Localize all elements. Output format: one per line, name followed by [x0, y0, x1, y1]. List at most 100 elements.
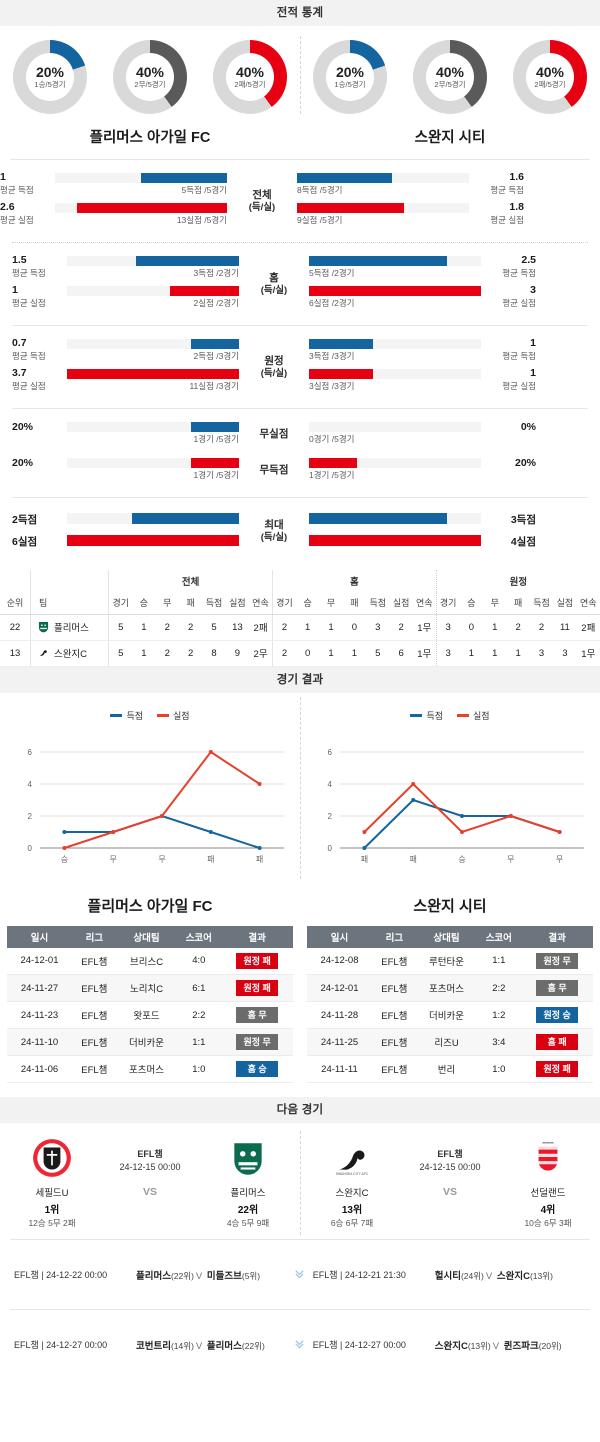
chevron-down-icon[interactable]: [291, 1338, 308, 1352]
cmp-left-side: 2득점: [12, 509, 239, 531]
standings-group-header-row: 전체 홈 원정: [0, 570, 600, 592]
y-tick-label: 0: [328, 844, 333, 853]
chevron-down-icon[interactable]: [291, 1268, 308, 1282]
win-donut: 20% 1승/5경기: [313, 40, 387, 114]
x-tick-label: 무: [556, 855, 563, 864]
plymouth-crest: [37, 620, 50, 633]
home-chart-legend: 득점 실점: [0, 699, 300, 724]
table-row[interactable]: 24-11-06 EFL챔 포츠머스 1:0 홈 승: [7, 1055, 293, 1083]
stat-block: 6실점: [12, 531, 239, 553]
team-name-row: 플리머스 아가일 FC 스완지 시티: [0, 118, 600, 159]
stat-cell: 3: [529, 640, 554, 667]
table-row[interactable]: 24-12-01 EFL챔 포츠머스 2:2 홈 무: [307, 974, 593, 1002]
donut-center: 40% 2패/5경기: [226, 53, 274, 101]
table-row[interactable]: 24-11-25 EFL챔 리즈U 3:4 홈 패: [307, 1028, 593, 1056]
table-row[interactable]: 24-11-27 EFL챔 노리치C 6:1 원정 패: [7, 974, 293, 1002]
col-header: 연속: [412, 592, 437, 615]
match-result-cell: 홈 무: [221, 1001, 293, 1029]
home-chart-col: 득점 실점 0 2 4 6 승 무 무 패 패: [0, 699, 300, 879]
compare-rows: 1.5 평균 득점 3득점 /2경기 1 평균 실점 2실점 /2경기 홈 (득…: [12, 251, 588, 317]
match-result-cell: 홈 승: [221, 1055, 293, 1083]
next-away-team[interactable]: 플리머스 22위 4승 5무 9패: [196, 1137, 300, 1229]
fixture-right[interactable]: EFL챔 | 24-12-27 00:00 스완지C(13위) V 퀸즈파크(20…: [309, 1338, 590, 1352]
legend-label: 득점: [426, 710, 443, 721]
match-league: EFL챔: [371, 1055, 417, 1083]
table-row[interactable]: 24-11-23 EFL챔 왓포드 2:2 홈 무: [7, 1001, 293, 1029]
next-away-team[interactable]: 선덜랜드 4위 10승 6무 3패: [496, 1137, 600, 1229]
next-team-rank: 13위: [341, 1205, 363, 1216]
next-team-name: 선덜랜드: [530, 1188, 566, 1199]
fixture-right[interactable]: EFL챔 | 24-12-21 21:30 헐시티(24위) V 스완지C(13위…: [309, 1268, 590, 1282]
col-header: 팀: [29, 592, 109, 615]
team-cell[interactable]: 플리머스: [29, 614, 109, 641]
col-header: 득점: [529, 592, 554, 615]
next-home-team[interactable]: 세필드U 1위 12승 5무 2패: [0, 1137, 104, 1229]
donut-center: 40% 2패/5경기: [526, 53, 574, 101]
stat-cell: 11: [553, 614, 577, 641]
donut-sublabel: 2패/5경기: [534, 80, 566, 90]
match-league: EFL챔: [371, 947, 417, 975]
compare-mid-label: 무실점: [239, 420, 309, 450]
col-header: 실점: [553, 592, 577, 615]
table-row[interactable]: 24-12-08 EFL챔 루턴타운 1:1 원정 무: [307, 947, 593, 975]
stat-block: 4실점: [309, 531, 536, 553]
fixture-match: 스완지C(13위) V 퀸즈파크(20위): [434, 1340, 562, 1352]
fixture-left[interactable]: EFL챔 | 24-12-22 00:00 플리머스(22위) V 미들즈브(5위…: [10, 1268, 291, 1282]
bar-fill: [309, 256, 447, 266]
table-row[interactable]: 24-11-28 EFL챔 더비카운 1:2 원정 승: [307, 1001, 593, 1029]
bar-track: [67, 256, 239, 266]
table-row[interactable]: 13 스완지C 5 1 2 2 8 9 2무 2 0 1 1 5 6 1무 3 1 1 1 3 3 1무: [0, 640, 600, 667]
bar-track: [309, 369, 481, 379]
match-score: 3:4: [476, 1028, 522, 1056]
stat-value: 20%: [12, 457, 34, 469]
compare-mid-label: 최대 (득/실): [239, 509, 309, 553]
stat-value: 1: [12, 284, 18, 296]
bar-fill: [309, 513, 447, 524]
cmp-left-side: 1.5 평균 득점 3득점 /2경기: [12, 254, 239, 284]
stat-label: 평균 실점: [12, 381, 46, 391]
match-league: EFL챔: [71, 974, 117, 1002]
table-row[interactable]: 22 플리머스 5 1 2 2 5 13 2패 2 1 1 0 3 2 1무 3 0 1 2 2 11 2패: [0, 614, 600, 641]
stat-block: 0% 0경기 /5경기: [309, 420, 536, 450]
match-opponent: 더비카운: [116, 1028, 177, 1056]
next-match-right[interactable]: SWANSEA CITY AFC 스완지C 13위 6승 6무 7패 EFL챔 …: [300, 1137, 600, 1229]
stat-cell: 1: [295, 614, 320, 641]
bar-note: 6실점 /2경기: [309, 298, 355, 308]
match-date: 24-11-25: [307, 1028, 372, 1056]
table-row[interactable]: 24-11-11 EFL챔 번리 1:0 원정 패: [307, 1055, 593, 1083]
next-home-team[interactable]: SWANSEA CITY AFC 스완지C 13위 6승 6무 7패: [300, 1137, 404, 1229]
stat-block: 3.7 평균 실점 11실점 /3경기: [12, 367, 239, 397]
data-point: [557, 829, 562, 834]
match-result-cell: 원정 승: [521, 1001, 593, 1029]
table-row[interactable]: 24-12-01 EFL챔 브리스C 4:0 원정 패: [7, 947, 293, 975]
col-header: 패: [506, 592, 530, 615]
next-match-left[interactable]: 세필드U 1위 12승 5무 2패 EFL챔 24-12-15 00:00 VS…: [0, 1137, 300, 1229]
away-chart-col: 득점 실점 0 2 4 6 패 패 승 무 무: [300, 699, 600, 879]
match-result-cell: 원정 무: [221, 1028, 293, 1056]
right-stack: 1.6 평균 득점 8득점 /5경기 1.8 평균 실점 9실점 /5경기: [297, 171, 524, 231]
stat-cell: 1: [132, 640, 156, 667]
grp-home: 홈: [272, 570, 437, 592]
bar-fill: [297, 203, 404, 213]
mid-bottom: (득/실): [260, 367, 288, 379]
svg-text:SWANSEA CITY AFC: SWANSEA CITY AFC: [336, 1172, 369, 1176]
stat-block: 20% 1경기 /5경기: [12, 456, 239, 486]
stat-block: 2.5 평균 득점 5득점 /2경기: [309, 254, 536, 284]
legend-swatch: [410, 713, 423, 717]
compare-row: 2득점 6실점 최대 (득/실) 3득점: [12, 506, 588, 556]
fixture-left[interactable]: EFL챔 | 24-12-27 00:00 코번트리(14위) V 플리머스(22…: [10, 1338, 291, 1352]
col-header: 경기: [108, 592, 133, 615]
match-score: 1:0: [476, 1055, 522, 1083]
match-date: 24-11-28: [307, 1001, 372, 1029]
swansea-crest: [37, 646, 50, 659]
table-row[interactable]: 24-11-10 EFL챔 더비카운 1:1 원정 무: [7, 1028, 293, 1056]
match-result-cell: 원정 패: [221, 947, 293, 975]
fixture-meta: EFL챔 | 24-12-27 00:00: [14, 1340, 108, 1350]
loss-donut: 40% 2패/5경기: [213, 40, 287, 114]
stat-cell: 5: [108, 640, 133, 667]
results-charts: 득점 실점 0 2 4 6 승 무 무 패 패 득점 실점 0 2 4 6 패 패 승 무 무: [0, 693, 600, 879]
standings-table-wrap: 전체 홈 원정 순위 팀 경기 승 무 패 득점 실점 연속 경기 승 무 패 득점 실점 연속 경기 승 무 패 득점…: [0, 564, 600, 667]
team-cell[interactable]: 스완지C: [29, 640, 109, 667]
stat-label: 평균 득점: [12, 351, 46, 361]
stat-cell: 1무: [412, 614, 437, 641]
